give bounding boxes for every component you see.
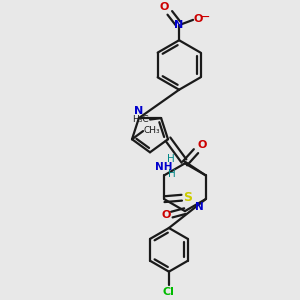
Text: H: H [167,154,175,164]
Text: O: O [194,14,203,24]
Text: N: N [194,202,203,212]
Text: S: S [184,191,193,204]
Text: NH: NH [155,162,172,172]
Text: O: O [161,210,170,220]
Text: O: O [197,140,207,150]
Text: CH₃: CH₃ [144,126,160,135]
Text: H: H [168,169,176,179]
Text: H₃C: H₃C [133,115,149,124]
Text: O: O [159,2,169,12]
Text: −: − [200,11,210,23]
Text: N: N [175,20,184,30]
Text: Cl: Cl [163,287,175,297]
Text: N: N [134,106,143,116]
